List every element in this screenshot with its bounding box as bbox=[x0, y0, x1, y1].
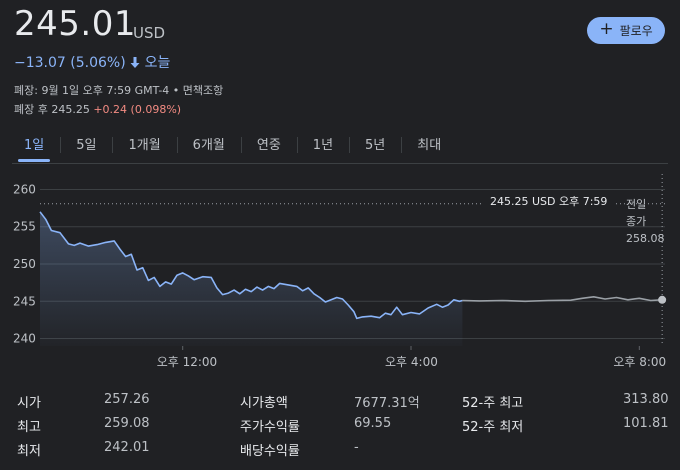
stat-label-low: 최저 bbox=[17, 444, 41, 459]
prev-close-label-1: 전일 bbox=[626, 197, 646, 211]
x-tick-label: 오후 4:00 bbox=[385, 355, 438, 369]
tab-ytd[interactable]: 연중 bbox=[240, 134, 297, 158]
stat-value-dividend: - bbox=[354, 440, 359, 455]
tabs-divider bbox=[12, 163, 668, 164]
follow-button[interactable]: + 팔로우 bbox=[587, 17, 665, 44]
stat-value-pe: 69.55 bbox=[354, 416, 392, 431]
tab-1y[interactable]: 1년 bbox=[296, 134, 349, 158]
x-tick-label: 오후 12:00 bbox=[157, 355, 217, 369]
plus-icon: + bbox=[599, 19, 614, 39]
y-tick-label: 260 bbox=[13, 182, 36, 196]
close-info: 폐장: 9월 1일 오후 7:59 GMT-4 • 면책조항 bbox=[14, 84, 224, 97]
stat-label-52w-high: 52-주 최고 bbox=[462, 396, 524, 411]
y-tick-label: 255 bbox=[13, 220, 36, 234]
price-chart[interactable]: 260 255 250 245 240 오후 12:00 오후 4:00 오후 8:00 24… bbox=[0, 170, 680, 380]
stat-label-dividend: 배당수익률 bbox=[240, 444, 300, 459]
x-tick-label: 오후 8:00 bbox=[613, 355, 666, 369]
tooltip-box bbox=[482, 190, 616, 210]
stat-value-52w-high: 313.80 bbox=[623, 392, 669, 407]
down-arrow-icon bbox=[130, 55, 144, 71]
range-tabs: 1일 5일 1개월 6개월 연중 1년 5년 최대 bbox=[8, 134, 457, 162]
tab-5y[interactable]: 5년 bbox=[349, 134, 401, 158]
y-tick-label: 245 bbox=[13, 294, 36, 308]
tab-1m[interactable]: 1개월 bbox=[112, 134, 176, 158]
prev-close-value: 258.08 bbox=[626, 232, 665, 245]
stat-value-open: 257.26 bbox=[104, 392, 150, 407]
after-hours-change: +0.24 (0.098%) bbox=[93, 103, 182, 116]
y-tick-label: 240 bbox=[13, 332, 36, 346]
series-line-after-hours bbox=[462, 296, 663, 303]
area-fill bbox=[40, 211, 463, 346]
tab-max[interactable]: 최대 bbox=[401, 134, 457, 158]
after-hours-info: 폐장 후 245.25 +0.24 (0.098%) bbox=[14, 101, 181, 117]
y-tick-label: 250 bbox=[13, 257, 36, 271]
last-point-marker bbox=[658, 295, 667, 304]
stat-label-open: 시가 bbox=[17, 396, 41, 411]
follow-label: 팔로우 bbox=[619, 24, 653, 38]
stat-value-market-cap: 7677.31억 bbox=[354, 396, 420, 411]
tab-6m[interactable]: 6개월 bbox=[176, 134, 241, 158]
tooltip-text: 245.25 USD 오후 7:59 bbox=[490, 195, 607, 208]
after-hours-price: 폐장 후 245.25 bbox=[14, 103, 90, 116]
stat-label-52w-low: 52-주 최저 bbox=[462, 420, 524, 435]
tab-1d[interactable]: 1일 bbox=[8, 134, 60, 162]
stat-value-52w-low: 101.81 bbox=[623, 416, 669, 431]
price-change: −13.07 (5.06%) 오늘 bbox=[14, 52, 170, 72]
tab-5d[interactable]: 5일 bbox=[60, 134, 112, 158]
change-period: 오늘 bbox=[144, 55, 171, 71]
stat-label-pe: 주가수익률 bbox=[240, 420, 300, 435]
stat-label-high: 최고 bbox=[17, 420, 41, 435]
prev-close-label-2: 종가 bbox=[626, 215, 646, 228]
currency-label: USD bbox=[133, 24, 166, 42]
stat-value-low: 242.01 bbox=[104, 440, 150, 455]
price-change-value: −13.07 (5.06%) bbox=[14, 55, 126, 71]
stat-label-market-cap: 시가총액 bbox=[240, 396, 288, 411]
stat-value-high: 259.08 bbox=[104, 416, 150, 431]
series-line-regular bbox=[39, 211, 463, 320]
current-price: 245.01 bbox=[14, 4, 136, 44]
